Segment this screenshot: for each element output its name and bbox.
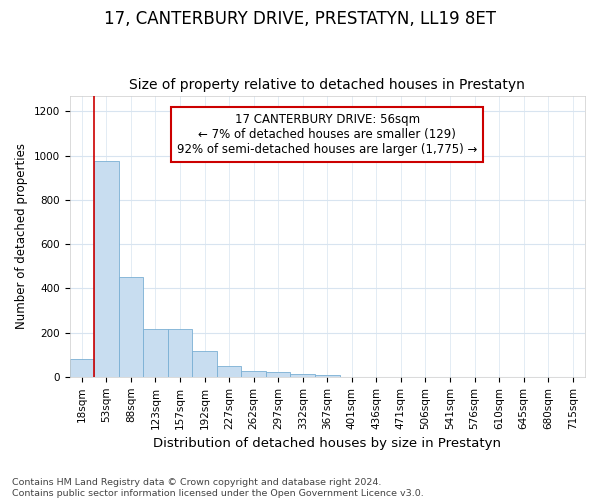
Bar [70, 359, 94, 377]
Bar [217, 366, 241, 377]
Bar [266, 372, 290, 377]
X-axis label: Distribution of detached houses by size in Prestatyn: Distribution of detached houses by size … [153, 437, 501, 450]
Bar [290, 374, 315, 377]
Text: 17 CANTERBURY DRIVE: 56sqm
← 7% of detached houses are smaller (129)
92% of semi: 17 CANTERBURY DRIVE: 56sqm ← 7% of detac… [177, 113, 478, 156]
Y-axis label: Number of detached properties: Number of detached properties [15, 144, 28, 330]
Bar [192, 350, 217, 377]
Bar [143, 330, 168, 377]
Text: Contains HM Land Registry data © Crown copyright and database right 2024.
Contai: Contains HM Land Registry data © Crown c… [12, 478, 424, 498]
Bar [168, 330, 192, 377]
Bar [241, 372, 266, 377]
Bar [94, 161, 119, 377]
Bar [119, 278, 143, 377]
Text: 17, CANTERBURY DRIVE, PRESTATYN, LL19 8ET: 17, CANTERBURY DRIVE, PRESTATYN, LL19 8E… [104, 10, 496, 28]
Bar [315, 374, 340, 377]
Title: Size of property relative to detached houses in Prestatyn: Size of property relative to detached ho… [130, 78, 525, 92]
